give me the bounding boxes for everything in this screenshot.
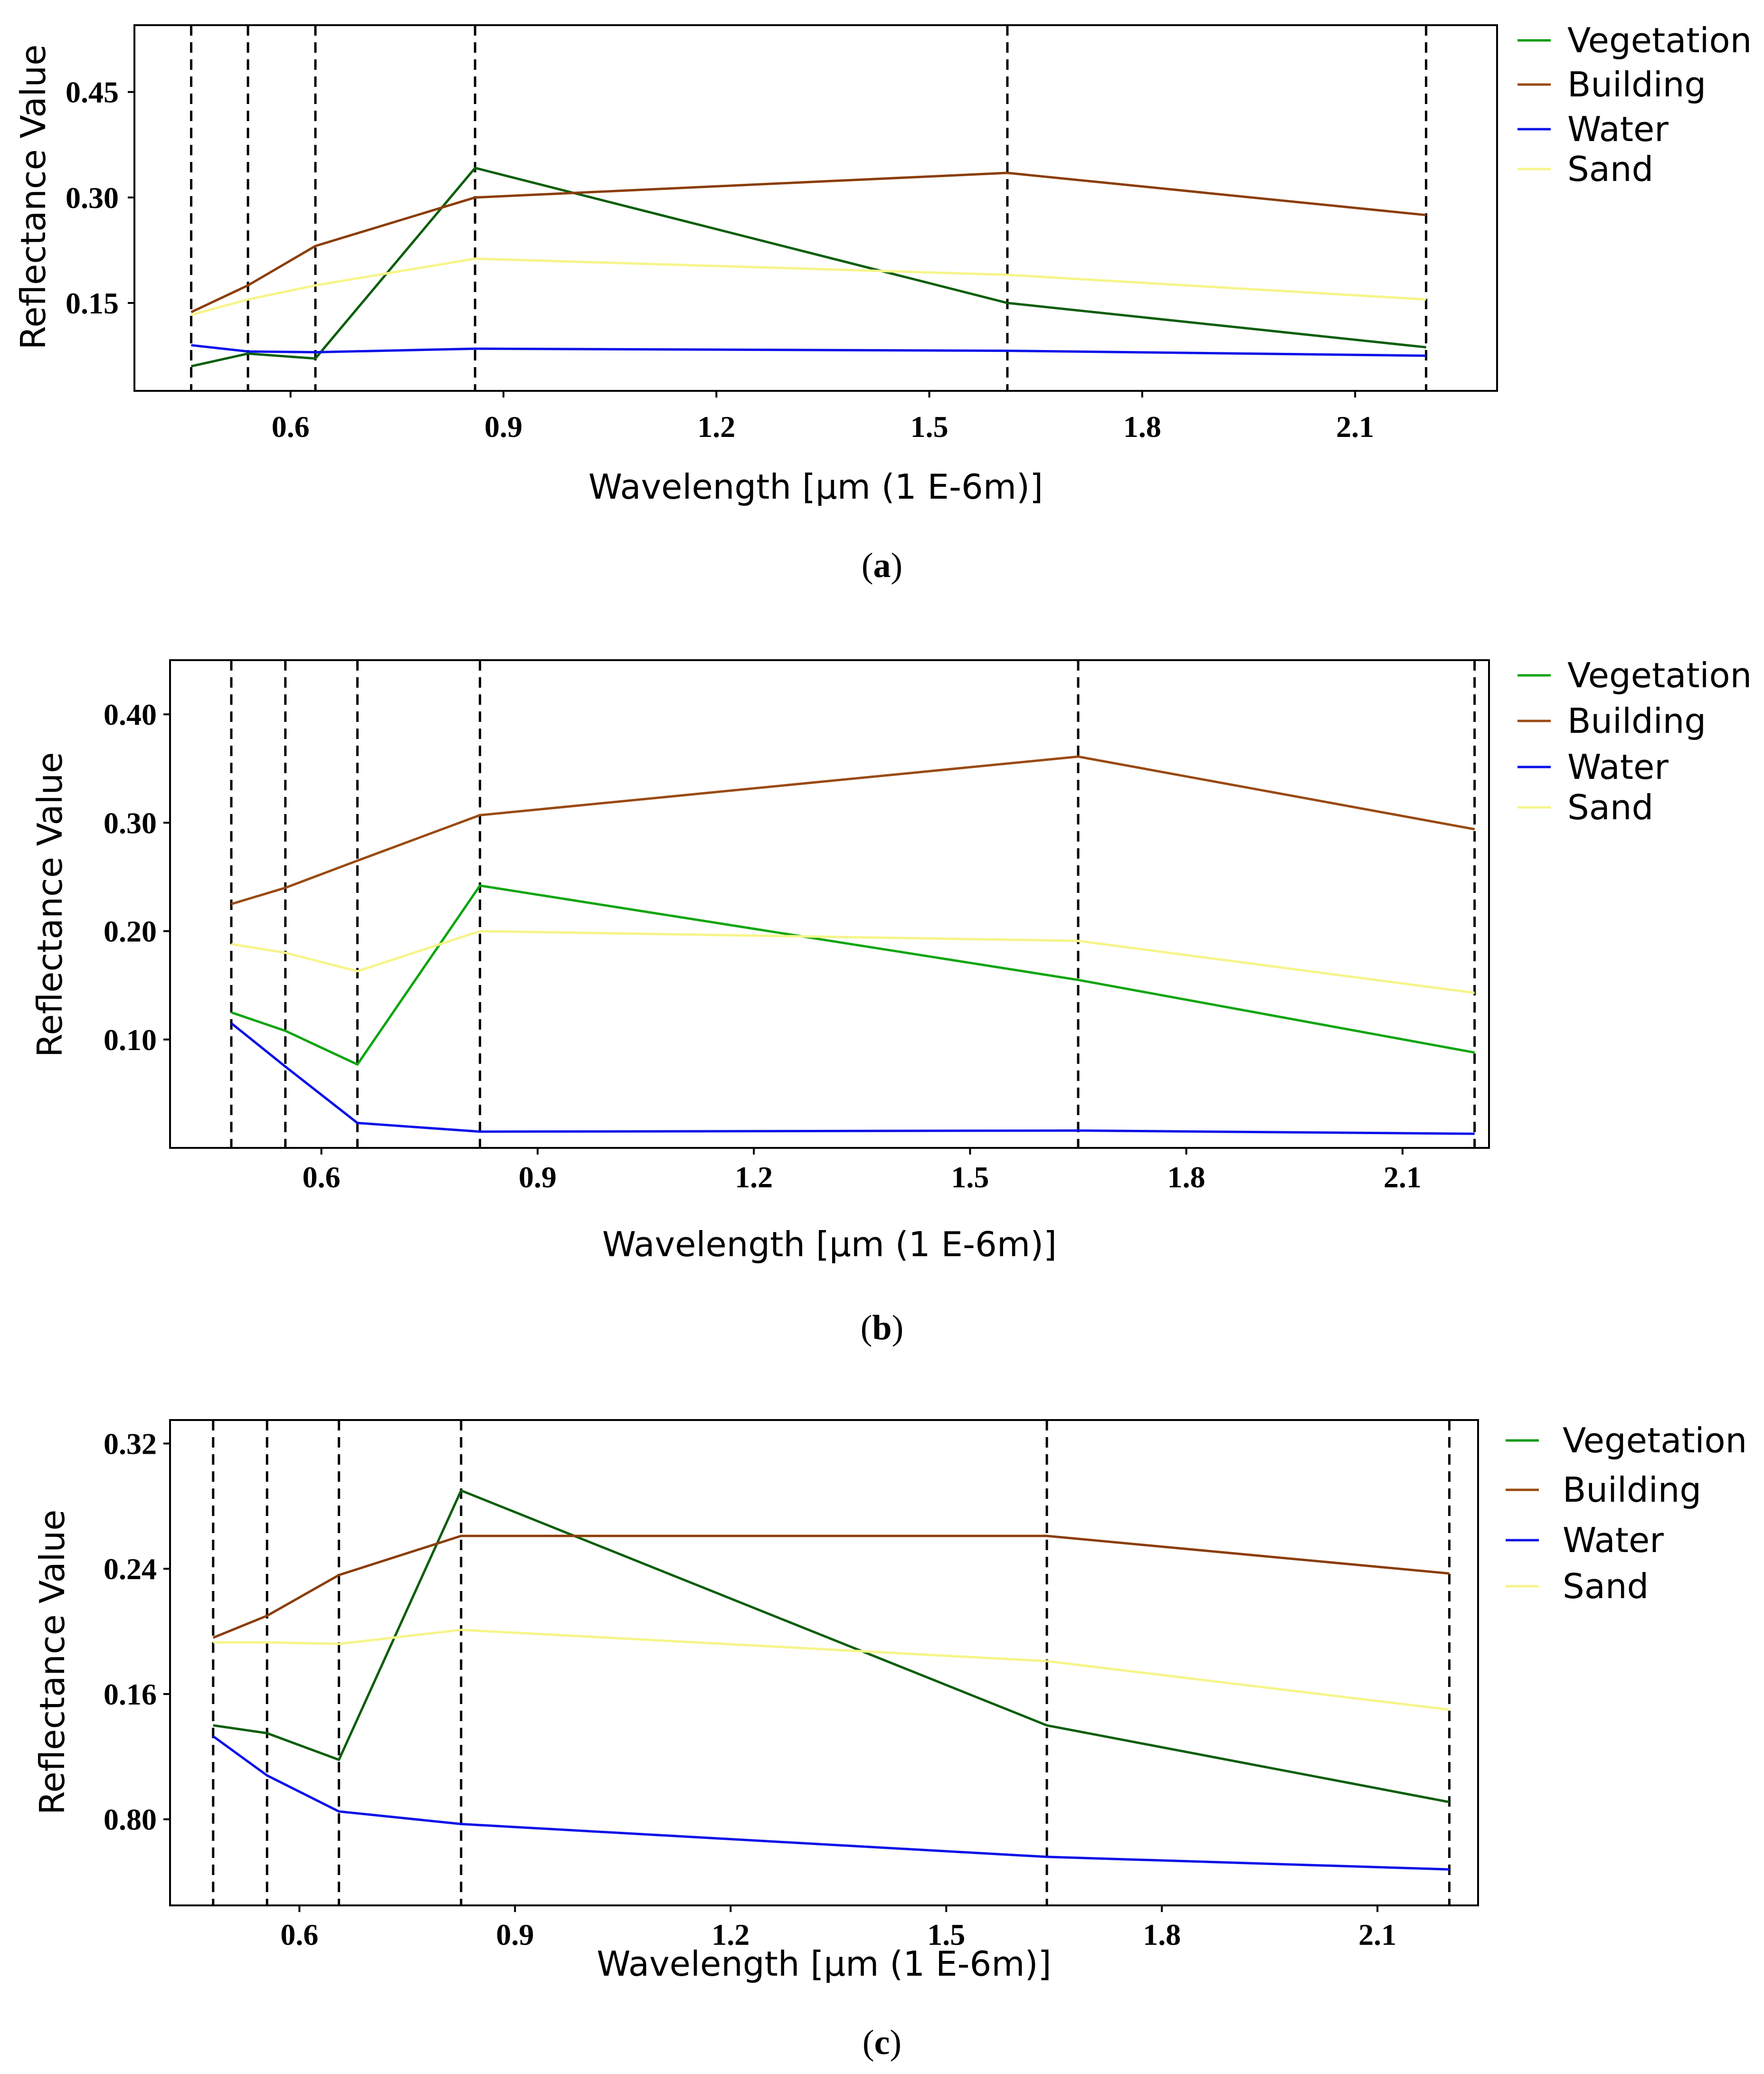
legend-label-water: Water (1567, 109, 1669, 149)
caption-letter: b (872, 1308, 891, 1347)
x-tick-label: 2.1 (1336, 410, 1374, 444)
plot-frame (133, 24, 1498, 392)
series-line-vegetation (190, 167, 1426, 368)
legend: Vegetation Building Water Sand (1517, 20, 1752, 189)
x-axis-label: Wavelength [µm (1 E-6m)] (588, 467, 1043, 507)
panel-caption: (c) (863, 2023, 901, 2062)
series-line-building (212, 1534, 1450, 1639)
legend-label-building: Building (1567, 701, 1706, 741)
x-tick-label: 0.6 (272, 410, 310, 444)
panel-b: Wavelength [µm (1 E-6m)] Reflectance Val… (30, 655, 1752, 1347)
plot-frame (169, 1419, 1479, 1906)
panel-c: Wavelength [µm (1 E-6m)] Reflectance Val… (32, 1419, 1747, 2062)
legend-label-water: Water (1567, 747, 1669, 787)
y-tick-label: 0.30 (66, 181, 119, 215)
legend-label-sand: Sand (1567, 787, 1653, 827)
x-tick-label: 0.9 (496, 1918, 534, 1951)
series-line-water (191, 344, 1426, 357)
series-line-vegetation (231, 884, 1475, 1066)
panel-caption: (a) (862, 546, 902, 585)
y-axis-label: Reflectance Value (30, 752, 70, 1058)
x-tick-label: 2.1 (1384, 1160, 1422, 1194)
series-line-sand (213, 1629, 1450, 1711)
x-tick-label: 1.5 (910, 410, 948, 444)
y-tick-label: 0.45 (66, 76, 119, 109)
series-line-building (231, 755, 1475, 905)
x-tick-label: 1.8 (1143, 1918, 1181, 1951)
plot-layer (212, 1420, 1451, 1905)
x-axis-label: Wavelength [µm (1 E-6m)] (597, 1944, 1051, 1984)
y-tick-label: 0.30 (104, 806, 157, 840)
y-tick-label: 0.16 (104, 1677, 157, 1711)
x-tick-label: 1.8 (1167, 1160, 1205, 1194)
plot-layer (230, 660, 1476, 1148)
legend-label-building: Building (1567, 65, 1706, 104)
plot-frame (169, 659, 1490, 1149)
x-tick-label: 0.9 (484, 410, 522, 444)
series-line-sand (190, 257, 1426, 316)
legend-label-vegetation: Vegetation (1563, 1421, 1747, 1460)
x-tick-label: 0.6 (303, 1160, 341, 1194)
x-tick-label: 2.1 (1358, 1918, 1396, 1951)
y-tick-label: 0.15 (66, 286, 119, 320)
x-tick-label: 1.5 (951, 1160, 989, 1194)
y-tick-label: 0.24 (104, 1552, 157, 1586)
legend-label-sand: Sand (1563, 1566, 1649, 1606)
panel-a: Wavelength [µm (1 E-6m)] Reflectance Val… (13, 20, 1752, 585)
y-tick-label: 0.10 (104, 1023, 157, 1057)
series-line-water (212, 1735, 1450, 1871)
y-tick-label: 0.80 (104, 1803, 157, 1837)
caption-letter: c (874, 2023, 890, 2062)
panel-caption: (b) (861, 1308, 903, 1347)
x-tick-label: 0.9 (519, 1160, 557, 1194)
legend-label-sand: Sand (1567, 149, 1653, 189)
y-tick-label: 0.32 (104, 1427, 157, 1460)
x-tick-label: 1.2 (697, 410, 735, 444)
legend-label-vegetation: Vegetation (1567, 20, 1752, 60)
x-tick-label: 0.6 (280, 1918, 318, 1951)
x-axis-label: Wavelength [µm (1 E-6m)] (602, 1224, 1057, 1264)
y-tick-label: 0.40 (104, 698, 157, 731)
series-line-sand (231, 930, 1475, 994)
y-axis-label: Reflectance Value (13, 45, 53, 350)
plot-layer (190, 25, 1428, 391)
series-line-water (230, 1022, 1475, 1135)
legend-label-vegetation: Vegetation (1567, 655, 1752, 695)
y-tick-label: 0.20 (104, 915, 157, 948)
series-line-vegetation (213, 1489, 1450, 1803)
caption-letter: a (873, 546, 891, 585)
x-tick-label: 1.8 (1123, 410, 1161, 444)
legend: Vegetation Building Water Sand (1506, 1421, 1747, 1606)
legend: Vegetation Building Water Sand (1517, 655, 1752, 827)
legend-label-water: Water (1563, 1520, 1664, 1560)
x-tick-label: 1.5 (927, 1918, 965, 1951)
y-axis-label: Reflectance Value (32, 1510, 72, 1815)
series-line-building (190, 171, 1426, 313)
legend-label-building: Building (1563, 1470, 1701, 1510)
x-tick-label: 1.2 (711, 1918, 749, 1951)
x-tick-label: 1.2 (735, 1160, 773, 1194)
